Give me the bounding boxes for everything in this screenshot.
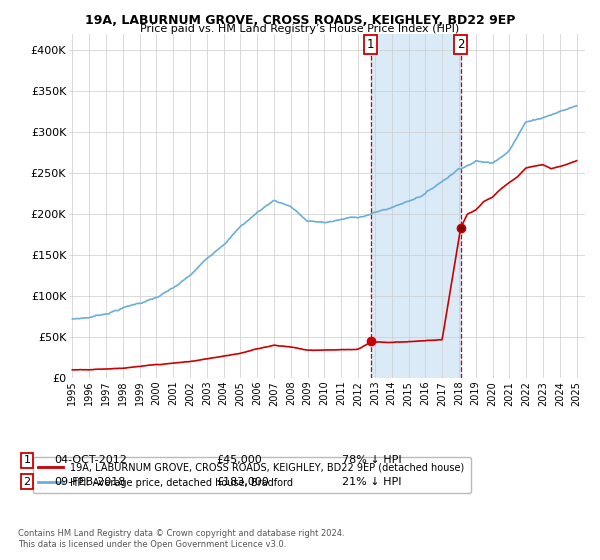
Text: 2: 2 xyxy=(457,38,464,51)
Bar xyxy=(371,34,461,378)
Text: Contains HM Land Registry data © Crown copyright and database right 2024.
This d: Contains HM Land Registry data © Crown c… xyxy=(18,529,344,549)
Text: 09-FEB-2018: 09-FEB-2018 xyxy=(54,477,125,487)
Text: £45,000: £45,000 xyxy=(216,455,262,465)
Text: 04-OCT-2012: 04-OCT-2012 xyxy=(54,455,127,465)
Text: 1: 1 xyxy=(23,455,31,465)
Text: 1: 1 xyxy=(367,38,374,51)
Text: 19A, LABURNUM GROVE, CROSS ROADS, KEIGHLEY, BD22 9EP: 19A, LABURNUM GROVE, CROSS ROADS, KEIGHL… xyxy=(85,14,515,27)
Text: Price paid vs. HM Land Registry’s House Price Index (HPI): Price paid vs. HM Land Registry’s House … xyxy=(140,24,460,34)
Text: 78% ↓ HPI: 78% ↓ HPI xyxy=(342,455,401,465)
Legend: 19A, LABURNUM GROVE, CROSS ROADS, KEIGHLEY, BD22 9EP (detached house), HPI: Aver: 19A, LABURNUM GROVE, CROSS ROADS, KEIGHL… xyxy=(32,457,470,493)
Text: £183,000: £183,000 xyxy=(216,477,269,487)
Text: 21% ↓ HPI: 21% ↓ HPI xyxy=(342,477,401,487)
Text: 2: 2 xyxy=(23,477,31,487)
